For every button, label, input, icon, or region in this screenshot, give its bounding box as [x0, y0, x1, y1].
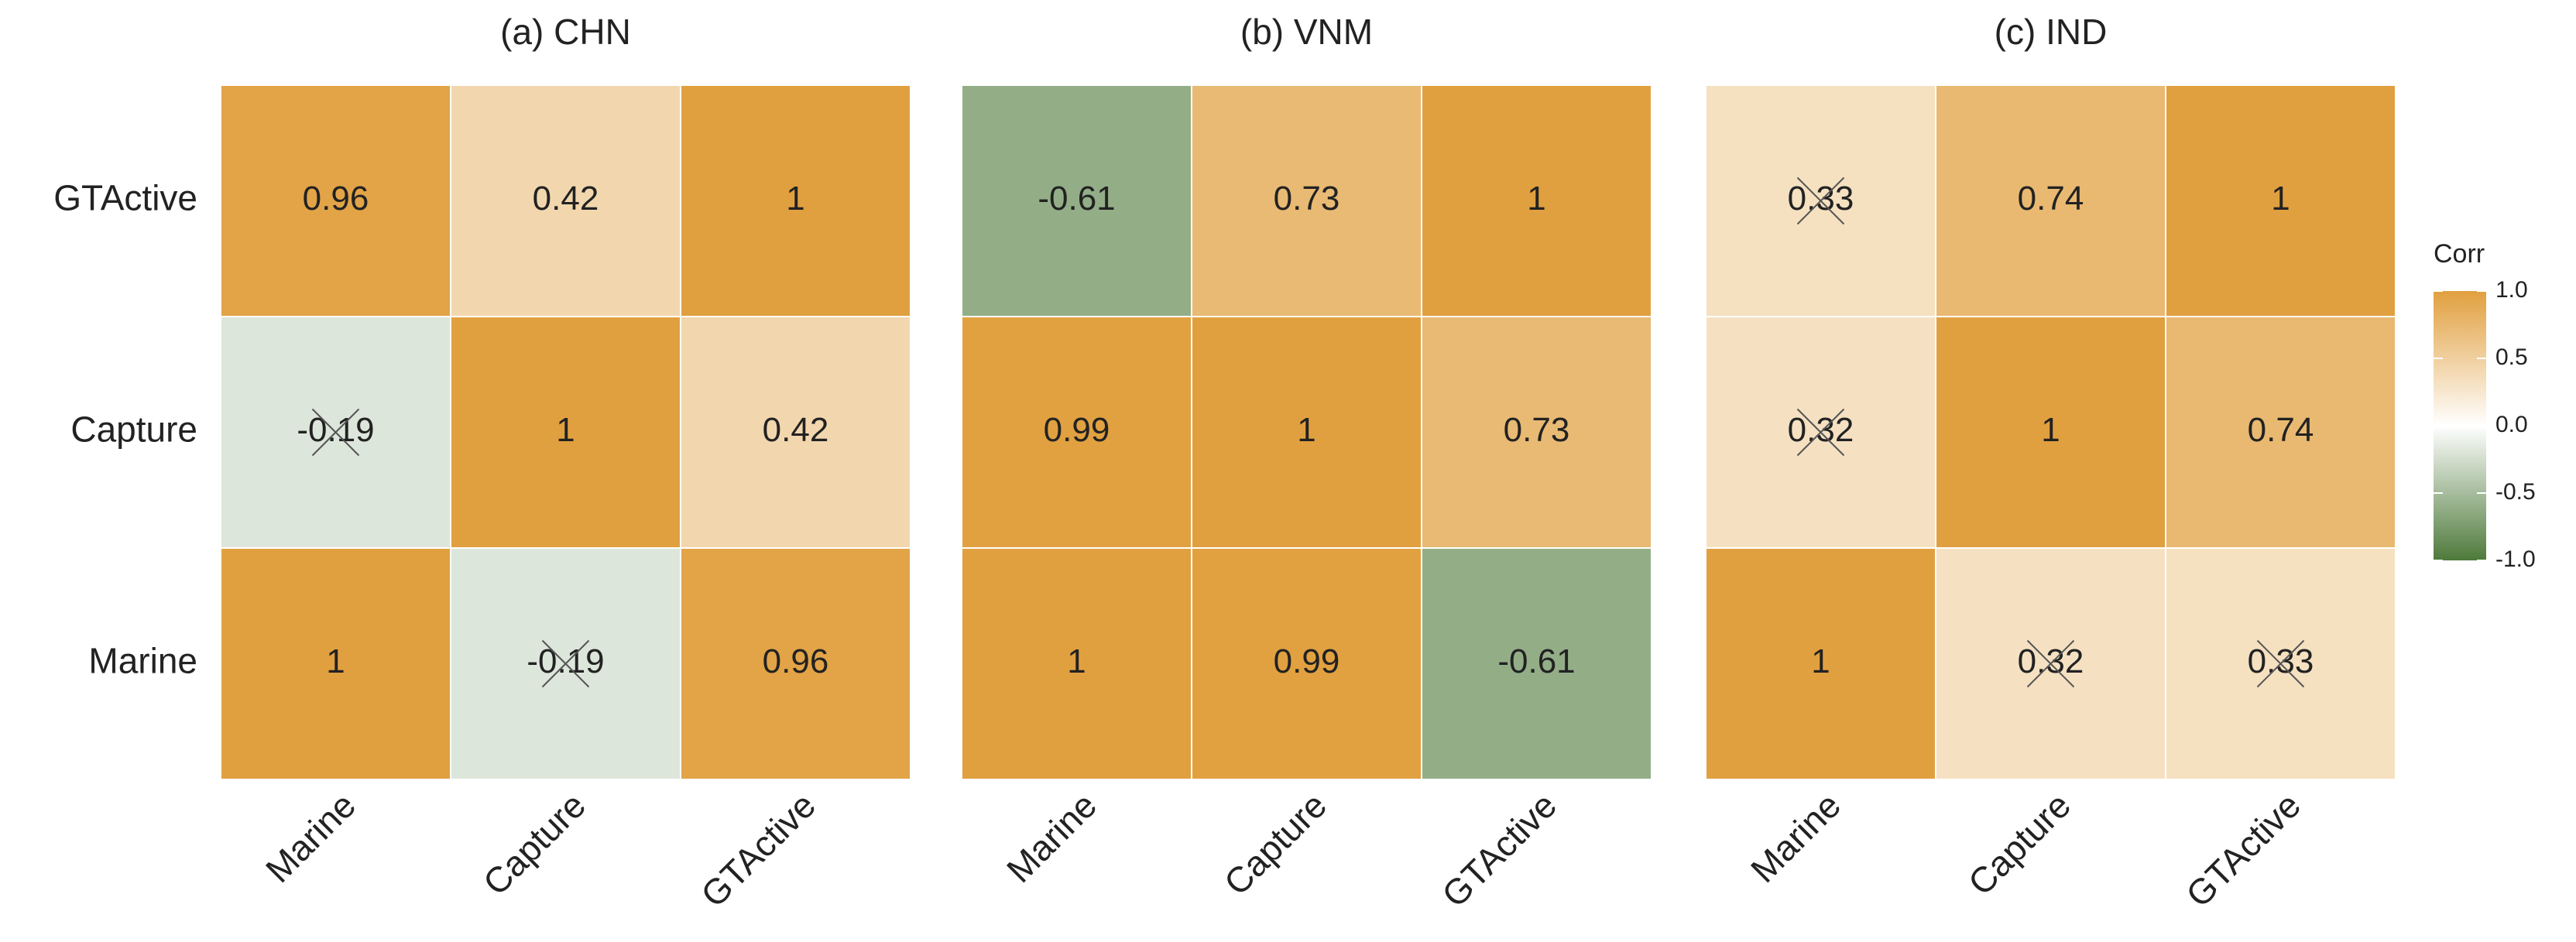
- insignificant-cross: [541, 639, 590, 688]
- cell-label: 1: [786, 180, 804, 218]
- panel-title: (b) VNM: [1240, 12, 1373, 52]
- cell-label: 0.96: [303, 180, 369, 218]
- x-tick-label: Capture: [1216, 785, 1334, 903]
- cell-label: -0.19: [297, 411, 374, 449]
- cell-label: 1: [2041, 411, 2060, 449]
- colorbar-tick-label: -0.5: [2495, 479, 2536, 505]
- cell-label: 0.96: [763, 642, 829, 680]
- legend-title: Corr: [2434, 239, 2485, 269]
- panel-title: (a) CHN: [500, 12, 631, 52]
- insignificant-cross: [1796, 176, 1845, 225]
- cell-label: -0.61: [1038, 180, 1115, 218]
- colorbar-tick-label: 0.0: [2495, 412, 2528, 437]
- insignificant-cross: [1796, 408, 1845, 457]
- heatmap-cell: [1421, 84, 1652, 317]
- heatmap-cell: [220, 84, 451, 317]
- colorbar-tick-label: -1.0: [2495, 546, 2536, 572]
- y-tick-label: GTActive: [53, 178, 197, 218]
- heatmap-cell: [1191, 547, 1422, 780]
- y-tick-label: Capture: [70, 409, 197, 450]
- cell-label: -0.19: [527, 642, 604, 680]
- heatmap-cell: [1935, 84, 2166, 317]
- colorbar-tick-label: 0.5: [2495, 344, 2528, 370]
- colorbar-tick-label: 1.0: [2495, 277, 2528, 303]
- heatmap-cell: [1935, 316, 2166, 549]
- insignificant-cross: [311, 408, 360, 457]
- cell-label: 0.32: [1788, 411, 1854, 449]
- cell-label: 0.99: [1274, 642, 1340, 680]
- x-tick-label: GTActive: [1434, 785, 1564, 915]
- cell-label: 1: [326, 642, 345, 680]
- heatmap-cell: [1421, 547, 1652, 780]
- heatmap-cell: [961, 547, 1192, 780]
- heatmap-cell: [450, 316, 681, 549]
- cell-label: 0.74: [2248, 411, 2314, 449]
- cell-label: 1: [1527, 180, 1545, 218]
- cell-label: 0.73: [1274, 180, 1340, 218]
- heatmap-cell: [2165, 84, 2396, 317]
- cell-label: 1: [556, 411, 575, 449]
- heatmap-cell: [680, 316, 911, 549]
- heatmap-cell: [2165, 316, 2396, 549]
- cell-label: 0.42: [763, 411, 829, 449]
- insignificant-cross: [2026, 639, 2075, 688]
- heatmap-cell: [961, 84, 1192, 317]
- insignificant-cross: [2256, 639, 2305, 688]
- cell-label: 0.33: [2248, 642, 2314, 680]
- heatmap-cell: [1191, 84, 1422, 317]
- heatmap-cell: [220, 547, 451, 780]
- cell-label: 0.74: [2018, 180, 2084, 218]
- heatmap-cell: [680, 84, 911, 317]
- cell-label: 0.99: [1044, 411, 1110, 449]
- cell-label: 1: [2271, 180, 2290, 218]
- cell-label: -0.61: [1497, 642, 1575, 680]
- cell-label: 1: [1811, 642, 1830, 680]
- cell-label: 0.33: [1788, 180, 1854, 218]
- heatmap-cell: [450, 84, 681, 317]
- heatmap-cell: [961, 316, 1192, 549]
- y-tick-label: Marine: [88, 641, 197, 681]
- cell-label: 1: [1067, 642, 1086, 680]
- x-tick-label: Marine: [258, 785, 363, 890]
- x-tick-label: Capture: [475, 785, 593, 903]
- cell-label: 0.42: [533, 180, 599, 218]
- cell-label: 0.73: [1504, 411, 1570, 449]
- cell-label: 1: [1297, 411, 1315, 449]
- x-tick-label: GTActive: [2178, 785, 2308, 915]
- panel-title: (c) IND: [1995, 12, 2108, 52]
- x-tick-label: GTActive: [693, 785, 823, 915]
- x-tick-label: Marine: [999, 785, 1104, 890]
- x-tick-label: Capture: [1960, 785, 2078, 903]
- x-tick-label: Marine: [1743, 785, 1848, 890]
- cell-label: 0.32: [2018, 642, 2084, 680]
